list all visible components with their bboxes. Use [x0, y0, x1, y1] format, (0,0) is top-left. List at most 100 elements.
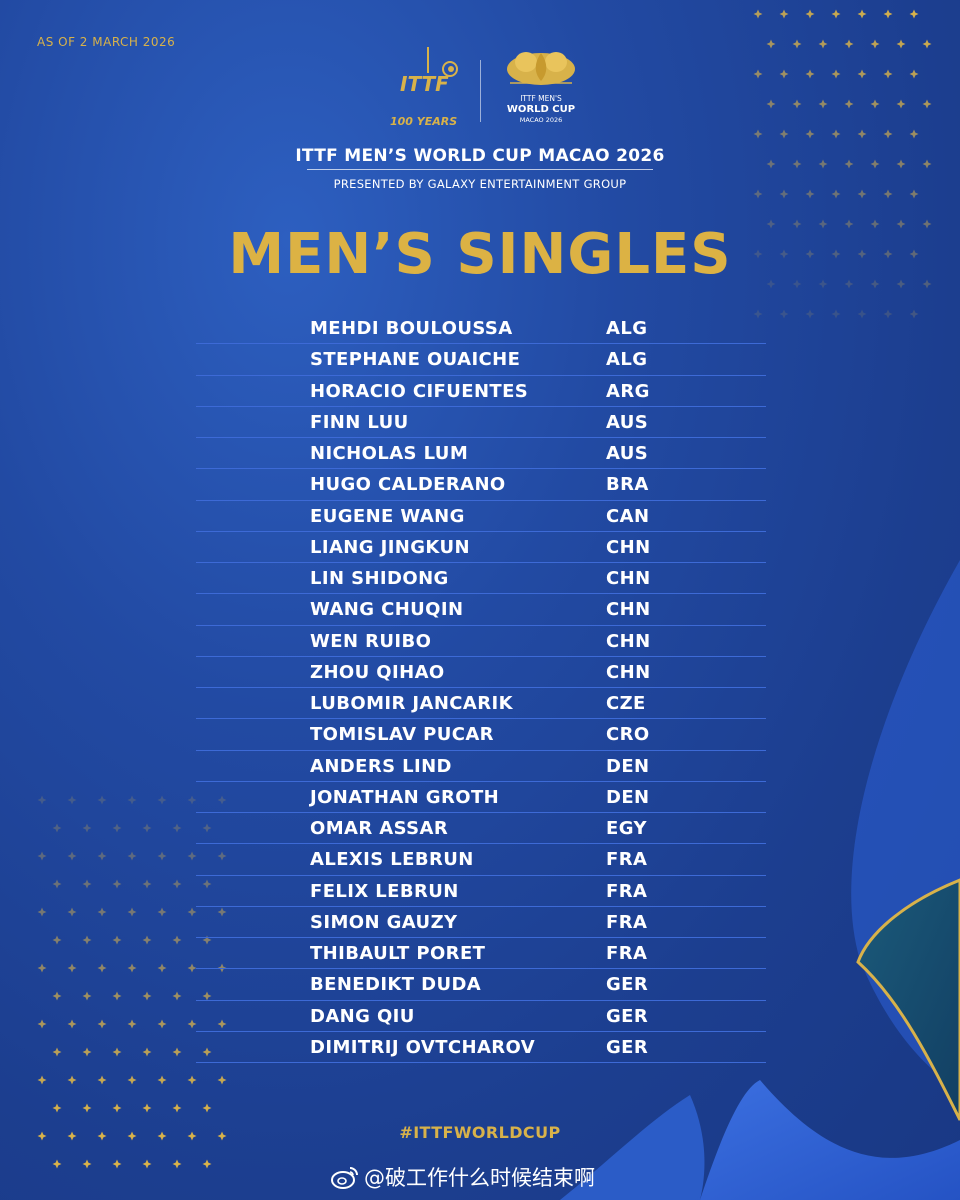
player-row: ALEXIS LEBRUN FRA: [196, 844, 766, 876]
sparkle-icon: [142, 823, 152, 833]
sparkle-icon: [857, 9, 867, 19]
player-country: CHN: [606, 536, 651, 558]
weibo-icon: [331, 1167, 358, 1189]
player-row: HORACIO CIFUENTES ARG: [196, 376, 766, 407]
player-country: DEN: [606, 786, 650, 808]
player-row: HUGO CALDERANO BRA: [196, 469, 766, 501]
sparkle-icon: [37, 1075, 47, 1085]
sparkle-icon: [779, 309, 789, 319]
sparkle-icon: [157, 795, 167, 805]
svg-text:100 YEARS: 100 YEARS: [390, 115, 457, 128]
player-name: FINN LUU: [310, 411, 409, 433]
player-name: LUBOMIR JANCARIK: [310, 693, 513, 714]
player-country: CHN: [606, 568, 651, 589]
sparkle-icon: [805, 309, 815, 319]
player-name: SIMON GAUZY: [310, 911, 458, 933]
sparkle-icon: [82, 1159, 92, 1169]
player-country: CHN: [606, 661, 651, 683]
sparkle-icon: [82, 823, 92, 833]
sparkle-icon: [172, 879, 182, 889]
sparkle-icon: [37, 907, 47, 917]
sparkle-icon: [127, 963, 137, 973]
sparkle-icon: [82, 991, 92, 1001]
sparkle-icon: [142, 1103, 152, 1113]
player-row: WANG CHUQIN CHN: [196, 594, 766, 626]
sparkle-icon: [831, 129, 841, 139]
sparkle-icon: [142, 935, 152, 945]
sparkle-icon: [67, 1019, 77, 1029]
player-name: HUGO CALDERANO: [310, 474, 506, 496]
player-name: TOMISLAV PUCAR: [310, 724, 494, 746]
player-name: BENEDIKT DUDA: [310, 974, 482, 996]
player-name: NICHOLAS LUM: [310, 443, 469, 464]
player-name: MEHDI BOULOUSSA: [310, 318, 513, 339]
player-row: LUBOMIR JANCARIK CZE: [196, 688, 766, 720]
sparkle-icon: [52, 1047, 62, 1057]
sparkle-icon: [97, 1075, 107, 1085]
player-row: FINN LUU AUS: [196, 407, 766, 438]
player-row: STEPHANE OUAICHE ALG: [196, 344, 766, 376]
player-name: OMAR ASSAR: [310, 818, 449, 839]
sparkle-icon: [753, 9, 763, 19]
logo-bar: ITTF 100 YEARS ITTF MEN'S WORLD CUP MACA…: [0, 45, 960, 130]
sparkle-icon: [97, 907, 107, 917]
player-name: HORACIO CIFUENTES: [310, 380, 529, 402]
page-heading: MEN’S SINGLES: [228, 222, 732, 287]
player-row: WEN RUIBO CHN: [196, 626, 766, 657]
sparkle-icon: [187, 1075, 197, 1085]
sparkle-icon: [97, 795, 107, 805]
player-name: ALEXIS LEBRUN: [310, 849, 474, 871]
sparkle-icon: [112, 823, 122, 833]
sparkle-icon: [37, 963, 47, 973]
sparkle-icon: [112, 1159, 122, 1169]
sparkle-icon: [67, 795, 77, 805]
sparkle-icon: [909, 9, 919, 19]
player-name: LIANG JINGKUN: [310, 536, 470, 558]
player-country: DEN: [606, 755, 650, 777]
hashtag: #ITTFWORLDCUP: [399, 1123, 561, 1142]
player-country: FRA: [606, 943, 648, 964]
sparkle-icon: [157, 1075, 167, 1085]
svg-text:ITTF: ITTF: [400, 72, 449, 96]
player-name: ZHOU QIHAO: [310, 661, 445, 683]
player-name: DIMITRIJ OVTCHAROV: [310, 1036, 536, 1058]
sparkle-icon: [112, 879, 122, 889]
sparkle-icon: [909, 129, 919, 139]
sparkle-icon: [52, 879, 62, 889]
player-country: AUS: [606, 443, 649, 464]
sparkle-icon: [37, 795, 47, 805]
player-country: CRO: [606, 724, 650, 746]
player-row: LIANG JINGKUN CHN: [196, 532, 766, 563]
svg-text:MACAO 2026: MACAO 2026: [520, 116, 563, 124]
player-row: MEHDI BOULOUSSA ALG: [196, 313, 766, 345]
sparkle-icon: [883, 309, 893, 319]
player-row: FELIX LEBRUN FRA: [196, 876, 766, 907]
sparkle-icon: [52, 991, 62, 1001]
player-row: DIMITRIJ OVTCHAROV GER: [196, 1032, 766, 1063]
sparkle-icon: [831, 9, 841, 19]
ittf-100-years-logo: ITTF 100 YEARS: [390, 47, 458, 128]
player-country: FRA: [606, 849, 648, 871]
sparkle-icon: [112, 991, 122, 1001]
sparkle-icon: [52, 823, 62, 833]
sparkle-icon: [112, 1047, 122, 1057]
player-name: ANDERS LIND: [310, 755, 452, 777]
sparkle-icon: [172, 1159, 182, 1169]
sparkle-icon: [172, 1047, 182, 1057]
sparkle-icon: [857, 309, 867, 319]
player-name: THIBAULT PORET: [310, 943, 486, 964]
sparkle-icon: [779, 129, 789, 139]
sparkle-icon: [142, 1047, 152, 1057]
as-of-date: AS OF 2 MARCH 2026: [37, 35, 176, 49]
sparkle-icon: [97, 1019, 107, 1029]
sparkle-icon: [157, 1019, 167, 1029]
player-row: JONATHAN GROTH DEN: [196, 782, 766, 813]
player-name: LIN SHIDONG: [310, 568, 449, 589]
player-name: WEN RUIBO: [310, 630, 432, 652]
sparkle-icon: [805, 9, 815, 19]
sparkle-icon: [883, 129, 893, 139]
sparkle-icon: [37, 851, 47, 861]
player-country: CHN: [606, 630, 651, 652]
sparkle-icon: [67, 1075, 77, 1085]
player-country: FRA: [606, 880, 648, 902]
